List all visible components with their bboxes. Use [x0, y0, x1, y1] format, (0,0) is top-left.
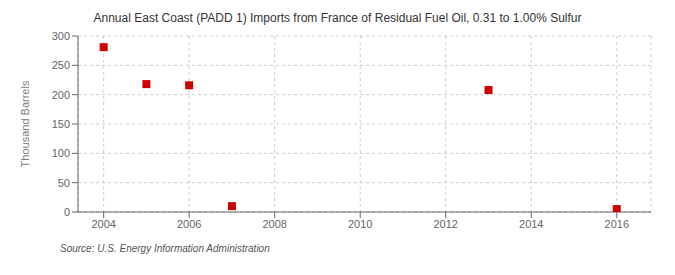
svg-text:2016: 2016	[605, 218, 629, 230]
svg-text:250: 250	[52, 59, 70, 71]
svg-text:50: 50	[58, 177, 70, 189]
svg-text:2010: 2010	[348, 218, 372, 230]
svg-text:2012: 2012	[434, 218, 458, 230]
svg-text:2008: 2008	[262, 218, 286, 230]
html-text:Annual East Coast (PADD 1) Imp: Annual East Coast (PADD 1) Imports from …	[93, 11, 582, 25]
html-text:Source: U.S. Energy Informatio: Source: U.S. Energy Information Administ…	[60, 243, 270, 254]
svg-text:300: 300	[52, 30, 70, 42]
svg-text:100: 100	[52, 147, 70, 159]
svg-text:150: 150	[52, 118, 70, 130]
svg-text:2004: 2004	[91, 218, 115, 230]
svg-text:2014: 2014	[519, 218, 543, 230]
svg-text:Thousand Barrels: Thousand Barrels	[19, 80, 31, 167]
svg-text:2006: 2006	[177, 218, 201, 230]
svg-text:0: 0	[64, 206, 70, 218]
svg-text:200: 200	[52, 89, 70, 101]
